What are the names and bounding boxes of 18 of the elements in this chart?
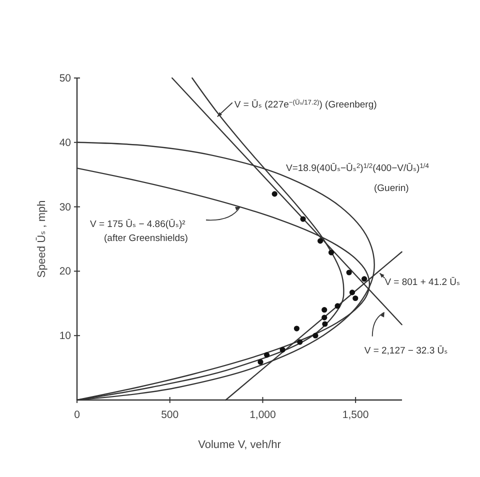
y-tick-label: 30 [59, 201, 72, 214]
x-tick-label: 0 [74, 409, 80, 421]
annotation: V=18.9(40Ūₛ−Ūₛ$^{2}$)$^{1/2}$(400−V/Ūₛ)$^{1/4}$ [286, 162, 430, 174]
annotation: V = 175 Ūₛ − 4.86(Ūₛ)² [90, 219, 186, 230]
y-tick-label: 40 [59, 136, 72, 149]
annotation: V = Ūₛ (227e$^{−(Ūₛ/17.2)}$) (Greenberg) [234, 98, 377, 111]
annotation: V = 801 + 41.2 Ūₛ [384, 277, 461, 288]
x-tick-label: 1,500 [342, 409, 369, 421]
annotation: (after Greenshields) [104, 233, 188, 244]
y-axis-title: Speed Ūₛ , mph [35, 200, 48, 278]
y-tick-label: 50 [59, 72, 72, 84]
y-tick-label: 20 [59, 266, 72, 278]
y-tick-label: 10 [59, 330, 72, 342]
x-axis-title: Volume V, veh/hr [198, 439, 282, 451]
x-tick-label: 500 [161, 409, 179, 421]
annotation: V = 2,127 − 32.3 Ūₛ [364, 345, 448, 356]
x-tick-label: 1,000 [250, 409, 276, 421]
annotation: (Guerin) [374, 183, 409, 194]
